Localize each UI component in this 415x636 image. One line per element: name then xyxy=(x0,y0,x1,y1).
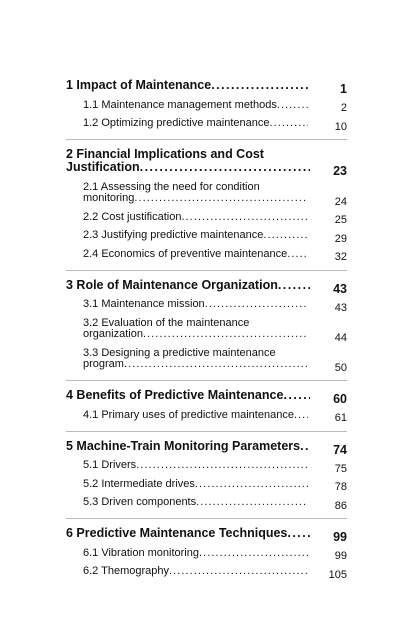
chapter-entry: 5 Machine-Train Monitoring Parameters 74 xyxy=(66,438,347,457)
page-number: 86 xyxy=(334,499,347,512)
section-entry: 6.2 Themography 105 xyxy=(66,563,347,582)
section-entry-title: 3.2 Evaluation of the maintenance organi… xyxy=(83,318,308,341)
section-entry: 2.2 Cost justification 25 xyxy=(66,208,347,227)
chapter-entry: 6 Predictive Maintenance Techniques 99 xyxy=(66,525,347,544)
chapter-entry-title: 5 Machine-Train Monitoring Parameters xyxy=(66,440,310,453)
section-entry: 6.1 Vibration monitoring 99 xyxy=(66,544,347,563)
section-entry: 4.1 Primary uses of predictive maintenan… xyxy=(66,406,347,425)
section-entry: 5.3 Driven components 86 xyxy=(66,494,347,513)
page-number: 75 xyxy=(334,462,347,475)
page-number: 1 xyxy=(340,82,347,96)
section-entry-title: 6.1 Vibration monitoring xyxy=(83,548,308,560)
page-number: 32 xyxy=(334,251,347,263)
section-entry-title: 2.2 Cost justification xyxy=(83,212,308,224)
section-entry: 3.2 Evaluation of the maintenance organi… xyxy=(66,314,347,344)
chapter: 1 Impact of Maintenance11.1 Maintenance … xyxy=(66,77,347,140)
section-entry: 5.1 Drivers 75 xyxy=(66,457,347,476)
chapter-entry-title: 3 Role of Maintenance Organization xyxy=(66,279,310,292)
page-number: 10 xyxy=(334,120,347,133)
section-entry-title: 1.1 Maintenance management methods xyxy=(83,100,308,112)
section-entry-title: 4.1 Primary uses of predictive maintenan… xyxy=(83,410,308,422)
page-number: 99 xyxy=(334,550,347,562)
page-number: 2 xyxy=(340,102,347,114)
section-entry: 3.1 Maintenance mission 43 xyxy=(66,296,347,315)
chapter: 3 Role of Maintenance Organization433.1 … xyxy=(66,277,347,381)
page-number: 50 xyxy=(334,361,347,374)
chapter-entry-title: 1 Impact of Maintenance xyxy=(66,79,310,92)
page-number: 99 xyxy=(333,530,347,544)
page-number: 43 xyxy=(333,281,347,296)
page-number: 29 xyxy=(334,232,347,245)
section-entry: 1.1 Maintenance management methods 2 xyxy=(66,96,347,115)
page-number: 78 xyxy=(334,481,347,493)
page-number: 105 xyxy=(328,568,347,581)
chapter-entry: 3 Role of Maintenance Organization 43 xyxy=(66,277,347,296)
section-entry-title: 6.2 Themography xyxy=(83,566,308,578)
chapter: 5 Machine-Train Monitoring Parameters745… xyxy=(66,438,347,519)
chapter-entry: 1 Impact of Maintenance 1 xyxy=(66,77,347,96)
page-number: 60 xyxy=(333,392,347,406)
section-entry-title: 2.1 Assessing the need for condition mon… xyxy=(83,182,308,205)
section-entry-title: 1.2 Optimizing predictive maintenance xyxy=(83,118,308,130)
section-entry: 2.3 Justifying predictive maintenance 29 xyxy=(66,227,347,246)
page-number: 61 xyxy=(334,412,347,424)
table-of-contents: 1 Impact of Maintenance11.1 Maintenance … xyxy=(66,77,347,593)
section-entry: 5.2 Intermediate drives 78 xyxy=(66,475,347,494)
section-entry-title: 3.1 Maintenance mission xyxy=(83,299,308,311)
section-entry-title: 5.2 Intermediate drives xyxy=(83,479,308,491)
page-number: 25 xyxy=(334,214,347,226)
section-entry-title: 3.3 Designing a predictive maintenance p… xyxy=(83,348,308,371)
chapter-entry-title: 6 Predictive Maintenance Techniques xyxy=(66,527,310,540)
page-number: 43 xyxy=(334,301,347,314)
section-entry-title: 2.3 Justifying predictive maintenance xyxy=(83,230,308,242)
section-entry: 1.2 Optimizing predictive maintenance 10 xyxy=(66,115,347,134)
section-entry-title: 5.3 Driven components xyxy=(83,497,308,509)
section-entry: 2.4 Economics of preventive maintenance 3… xyxy=(66,245,347,264)
page-number: 44 xyxy=(334,331,347,344)
chapter: 4 Benefits of Predictive Maintenance 60 4.… xyxy=(66,387,347,432)
page-number: 74 xyxy=(333,442,347,457)
chapter-entry-title: 4 Benefits of Predictive Maintenance xyxy=(66,389,310,402)
section-entry-title: 2.4 Economics of preventive maintenance xyxy=(83,249,308,261)
chapter: 2 Financial Implications and Cost Justif… xyxy=(66,146,347,271)
page-number: 24 xyxy=(334,195,347,208)
chapter: 6 Predictive Maintenance Techniques996.1… xyxy=(66,525,347,587)
page-number: 23 xyxy=(333,164,347,178)
chapter-entry: 4 Benefits of Predictive Maintenance 60 xyxy=(66,387,347,406)
chapter-entry-title: 2 Financial Implications and Cost Justif… xyxy=(66,148,310,174)
section-entry: 3.3 Designing a predictive maintenance p… xyxy=(66,344,347,374)
section-entry: 2.1 Assessing the need for condition mon… xyxy=(66,178,347,208)
chapter-entry: 2 Financial Implications and Cost Justif… xyxy=(66,146,347,178)
section-entry-title: 5.1 Drivers xyxy=(83,460,308,472)
